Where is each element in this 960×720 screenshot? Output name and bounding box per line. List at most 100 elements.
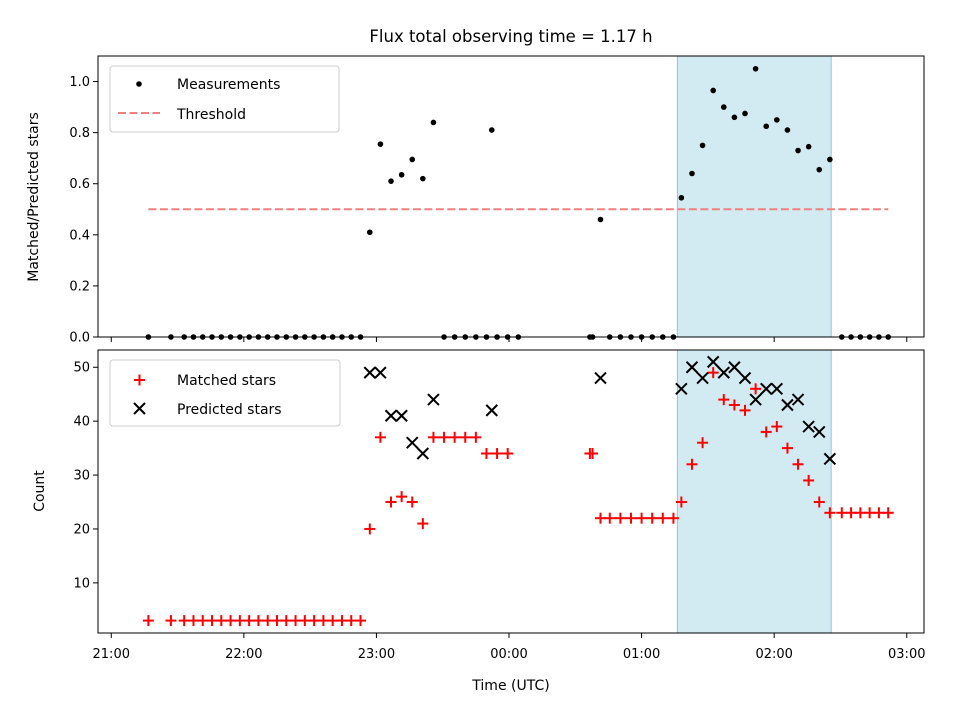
bottom-highlight-span <box>676 349 832 634</box>
chart-title: Flux total observing time = 1.17 h <box>369 27 652 46</box>
bottom-axes-frame <box>97 349 925 634</box>
legend-matched-marker <box>134 374 145 386</box>
matched-star-point <box>449 431 461 443</box>
matched-star-point <box>824 507 836 519</box>
legend-measurements-marker <box>136 81 142 87</box>
measurement-point <box>763 123 770 130</box>
matched-star-point <box>271 615 283 627</box>
top-highlight-layer <box>676 55 832 338</box>
measurement-point <box>816 166 823 173</box>
predicted-star-point <box>728 361 741 374</box>
matched-star-point <box>417 518 429 530</box>
predicted-star-point <box>594 371 607 385</box>
matched-star-point <box>792 458 804 470</box>
matched-star-point <box>614 512 626 524</box>
y-tick-label: 0.8 <box>69 126 90 141</box>
matched-star-point <box>697 437 709 449</box>
top-panel: 0.0 0.2 0.4 0.6 0.8 1.0 Matched/Predicted sta… <box>26 55 925 346</box>
matched-star-point <box>667 512 679 524</box>
matched-star-point <box>317 615 329 627</box>
matched-star-point <box>594 512 606 524</box>
measurement-point <box>420 175 426 182</box>
predicted-star-point <box>363 366 377 379</box>
y-tick-label: 0.4 <box>69 228 90 243</box>
predicted-star-point <box>384 409 398 422</box>
matched-star-point <box>459 431 471 443</box>
measurement-point <box>827 156 833 163</box>
top-y-axis-label: Matched/Predicted stars <box>26 112 42 282</box>
predicted-star-point <box>781 398 794 412</box>
measurement-point <box>689 170 695 177</box>
predicted-star-point <box>802 420 815 433</box>
matched-star-point <box>707 367 719 379</box>
matched-star-point <box>750 383 762 395</box>
matched-star-point <box>385 496 397 508</box>
matched-star-point <box>728 399 740 411</box>
y-tick-label: 40 <box>73 415 90 430</box>
matched-star-point <box>636 512 648 524</box>
predicted-star-point <box>760 382 773 396</box>
predicted-star-point <box>485 404 498 417</box>
y-tick-label: 0.0 <box>69 331 90 346</box>
matched-star-point <box>234 615 246 627</box>
matched-star-point <box>470 431 482 443</box>
measurement-point <box>678 194 685 201</box>
top-highlight-span <box>676 55 832 338</box>
bottom-highlight-layer <box>676 349 832 634</box>
matched-star-point <box>760 426 772 438</box>
predicted-star-point <box>749 393 762 406</box>
predicted-star-point <box>706 355 720 369</box>
measurement-point <box>784 127 791 133</box>
measurement-point <box>752 65 759 72</box>
predicted-star-point <box>791 393 805 406</box>
legend-measurements-label: Measurements <box>177 77 280 93</box>
y-tick-label: 1.0 <box>69 75 90 90</box>
x-tick-label: 02:00 <box>755 647 792 662</box>
measurement-point <box>388 178 394 184</box>
predicted-star-point <box>395 409 408 422</box>
matched-star-point <box>364 523 376 535</box>
matched-star-point <box>406 496 418 508</box>
predicted-star-point <box>427 393 440 406</box>
predicted-star-point <box>406 436 419 449</box>
matched-star-point <box>187 615 199 627</box>
predicted-star-point <box>675 382 688 396</box>
matched-star-point <box>480 447 492 459</box>
top-legend: Measurements Threshold <box>109 65 340 133</box>
legend-predicted-marker <box>133 402 146 415</box>
bottom-x-ticks: 21:00 22:00 23:00 00:00 01:00 02:00 03:00 <box>93 633 925 662</box>
matched-star-point <box>299 615 311 627</box>
top-x-ticks <box>110 337 908 342</box>
x-tick-label: 23:00 <box>358 647 395 662</box>
top-legend-frame <box>109 65 340 133</box>
matched-star-point <box>225 615 237 627</box>
matched-star-point <box>803 474 815 486</box>
matched-star-point <box>197 615 209 627</box>
measurement-point <box>774 117 780 123</box>
matched-star-point <box>625 512 637 524</box>
matched-star-point <box>657 512 669 524</box>
x-tick-label: 01:00 <box>623 647 660 662</box>
matched-star-point <box>345 615 357 627</box>
matched-star-point <box>604 512 616 524</box>
matched-star-point <box>854 507 866 519</box>
y-tick-label: 0.2 <box>69 279 90 294</box>
matched-star-point <box>781 442 793 454</box>
matched-star-point <box>502 447 514 459</box>
bottom-y-ticks: 10 20 30 40 50 <box>73 361 98 591</box>
legend-matched-label: Matched stars <box>177 373 276 389</box>
measurement-point <box>699 142 706 149</box>
matched-star-point <box>686 458 698 470</box>
matched-star-point <box>882 507 894 519</box>
bottom-legend-frame <box>109 359 341 427</box>
bottom-panel: 21:00 22:00 23:00 00:00 01:00 02:00 03:00 10 20… <box>32 349 925 694</box>
matched-star-point <box>836 507 848 519</box>
matched-star-point <box>252 615 264 627</box>
y-tick-label: 30 <box>73 469 90 484</box>
bottom-legend: Matched stars Predicted stars <box>109 359 341 427</box>
top-y-ticks: 0.0 0.2 0.4 0.6 0.8 1.0 <box>69 75 98 346</box>
x-tick-label: 03:00 <box>888 647 925 662</box>
matched-star-point <box>845 507 857 519</box>
predicted-star-point <box>685 361 699 374</box>
matched-star-point <box>290 615 302 627</box>
